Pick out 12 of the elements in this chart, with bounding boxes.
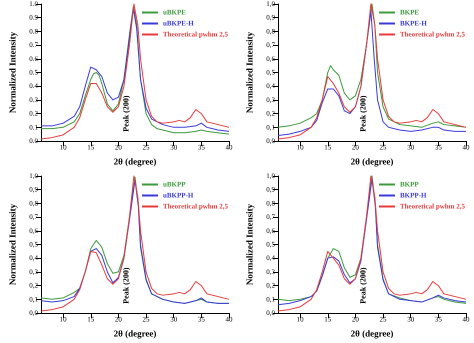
x-axis-title: 2θ (degree) xyxy=(114,328,156,338)
y-axis-title: Normalized Intensity xyxy=(244,203,254,286)
annotation: Peak (200) xyxy=(358,95,368,132)
annotation: Peak (200) xyxy=(121,95,130,132)
y-axis-title: Normalized Intensity xyxy=(244,31,254,114)
x-axis-title: 2θ (degree) xyxy=(350,156,394,166)
y-axis-title: Normalized Intensity xyxy=(8,203,18,286)
annotation: Peak (200) xyxy=(358,267,368,304)
annotation: Peak (200) xyxy=(121,267,130,304)
y-axis-title: Normalized Intensity xyxy=(8,31,18,114)
x-axis-title: 2θ (degree) xyxy=(350,328,394,338)
x-axis-title: 2θ (degree) xyxy=(114,156,156,166)
